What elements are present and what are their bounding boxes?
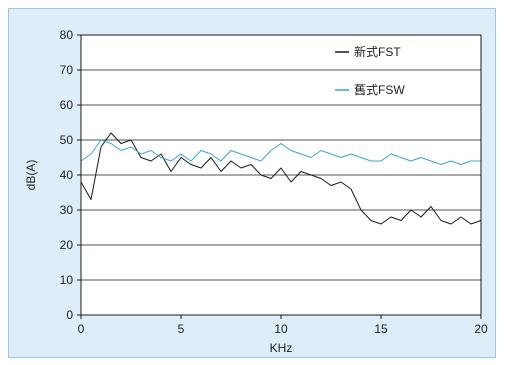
y-axis-title: dB(A) [24, 160, 38, 191]
legend-label-fst: 新式FST [354, 44, 401, 59]
y-tick-label: 40 [60, 168, 74, 182]
y-tick-label: 60 [60, 98, 74, 112]
y-tick-label: 70 [60, 63, 74, 77]
y-tick-label: 20 [60, 238, 74, 252]
x-tick-label: 20 [474, 322, 488, 336]
x-axis-ticks: 0 5 10 15 20 [78, 315, 488, 336]
x-tick-label: 0 [78, 322, 85, 336]
y-tick-label: 50 [60, 133, 74, 147]
series-line-fst [80, 132, 482, 225]
y-tick-label: 10 [60, 273, 74, 287]
chart-panel: 0 10 20 30 40 50 60 70 80 0 5 10 15 20 KHz dB(A) 新式F… [8, 8, 496, 358]
series-lines [80, 132, 482, 225]
x-tick-label: 10 [274, 322, 288, 336]
line-chart: 0 10 20 30 40 50 60 70 80 0 5 10 15 20 KHz dB(A) 新式F… [24, 28, 488, 355]
y-tick-label: 30 [60, 203, 74, 217]
legend-label-fsw: 舊式FSW [354, 82, 405, 97]
x-tick-label: 15 [374, 322, 388, 336]
series-line-fsw [80, 139, 481, 165]
x-tick-label: 5 [178, 322, 185, 336]
y-tick-label: 0 [66, 308, 73, 322]
y-tick-label: 80 [60, 28, 74, 42]
y-axis-ticks: 0 10 20 30 40 50 60 70 80 [60, 28, 81, 322]
x-axis-title: KHz [270, 341, 293, 355]
grid-lines [81, 69, 481, 281]
legend: 新式FST 舊式FSW [335, 44, 405, 97]
